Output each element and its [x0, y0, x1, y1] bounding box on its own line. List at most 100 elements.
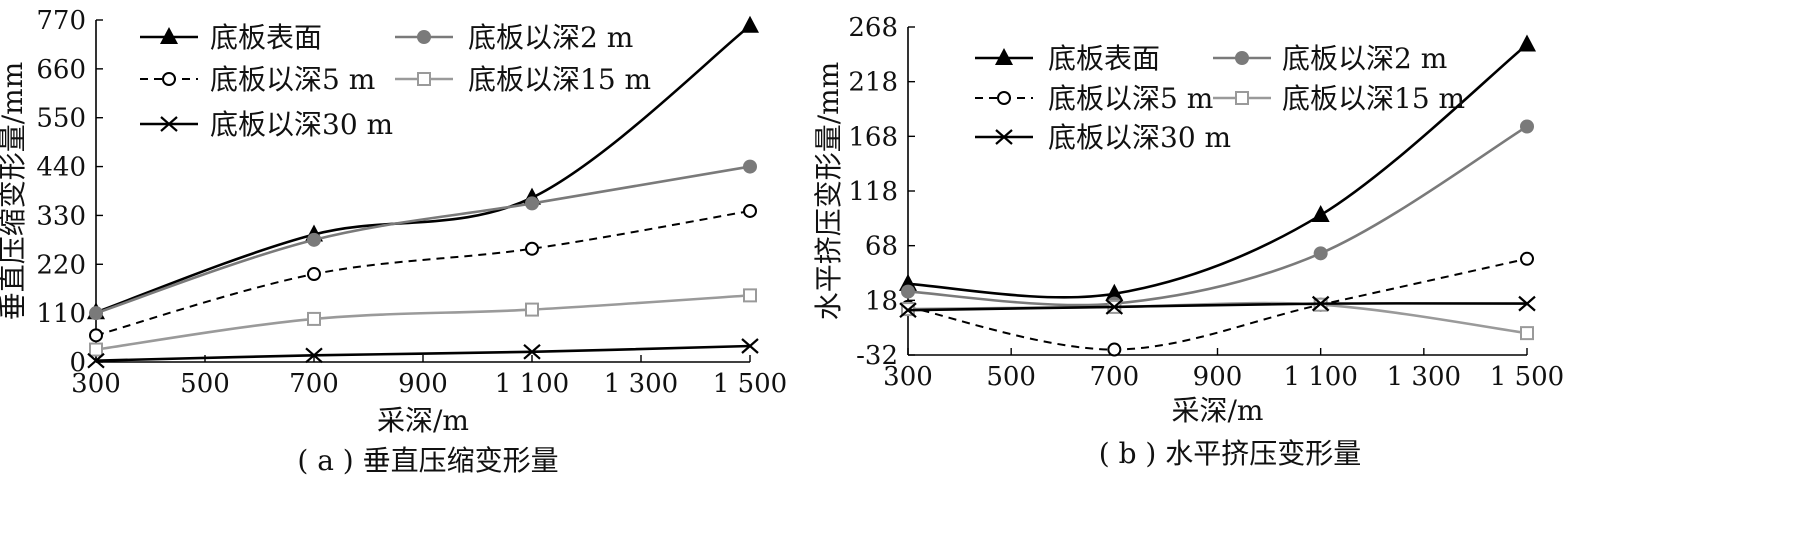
x-tick-label: 1 500	[1490, 362, 1564, 392]
x-tick-label: 300	[883, 362, 933, 392]
data-point	[743, 159, 757, 174]
data-point	[1311, 295, 1330, 312]
data-point	[899, 302, 917, 319]
data-point	[1107, 342, 1122, 357]
series-line	[95, 165, 751, 315]
data-point	[305, 347, 323, 364]
series-line	[907, 125, 1528, 307]
legend-entry: 底板表面	[140, 21, 322, 54]
data-point	[1311, 205, 1330, 223]
data-point	[525, 241, 539, 256]
legend-label: 底板以深15 m	[468, 63, 651, 96]
legend-marker	[1235, 91, 1249, 105]
legend-entry: 底板以深5 m	[975, 82, 1213, 115]
y-tick-label: 268	[848, 13, 898, 43]
x-tick-label: 1 500	[713, 369, 787, 399]
series-底板以深15m	[89, 288, 757, 357]
x-tick-label: 500	[180, 369, 230, 399]
y-tick-label: 660	[36, 55, 86, 85]
data-point	[1518, 295, 1536, 312]
legend-label: 底板以深2 m	[468, 21, 633, 54]
series-line	[95, 344, 751, 362]
chart-vertical-compression: 0 110 220 330 440 550 660 770 300 500 700 900 1 100 1…	[0, 6, 787, 477]
y-axis-label: 垂直压缩变形量/mm	[0, 62, 29, 321]
data-point	[525, 196, 539, 211]
data-point	[1520, 119, 1534, 134]
legend-entry: 底板以深30 m	[140, 108, 393, 141]
y-tick-label: 68	[865, 232, 898, 262]
legend-marker	[1235, 51, 1249, 65]
legend-entry: 底板以深5 m	[140, 63, 375, 96]
y-tick-label: 220	[36, 250, 86, 280]
y-tick-label: 18	[865, 286, 898, 316]
legend-label: 底板表面	[210, 21, 322, 54]
series-底板以深30m	[899, 295, 1536, 319]
legend-label: 底板以深2 m	[1282, 42, 1447, 75]
legend-marker	[417, 30, 431, 44]
chart-horizontal-extrusion: -32 18 68 118 168 218 268 300 500 700 900 1 100 1 30…	[812, 13, 1564, 470]
data-point	[307, 232, 321, 247]
legend-entry: 底板以深2 m	[1213, 42, 1447, 75]
legend-entry: 底板以深30 m	[975, 121, 1231, 154]
series-底板以深30m	[87, 338, 759, 369]
x-tick-label: 900	[1193, 362, 1243, 392]
y-tick-label: 550	[36, 104, 86, 134]
legend-marker	[162, 72, 176, 86]
data-point	[89, 306, 103, 321]
x-tick-label: 900	[398, 369, 448, 399]
x-tick-label: 1 300	[604, 369, 678, 399]
data-point	[1520, 326, 1534, 341]
y-tick-label: 440	[36, 153, 86, 183]
series-底板表面	[899, 34, 1536, 301]
legend-marker	[160, 116, 178, 132]
legend-entry: 底板表面	[975, 42, 1160, 75]
legend-marker	[160, 27, 178, 44]
series-line	[95, 210, 751, 337]
y-tick-label: 118	[848, 177, 898, 207]
data-point	[307, 267, 321, 282]
y-tick-label: 168	[848, 122, 898, 152]
x-tick-label: 300	[71, 369, 121, 399]
y-tick-label: -32	[856, 341, 898, 371]
legend-label: 底板以深30 m	[210, 108, 393, 141]
x-axis-label: 采深/m	[377, 404, 469, 437]
data-point	[1105, 299, 1124, 315]
x-tick-label: 1 300	[1387, 362, 1461, 392]
data-point	[89, 342, 103, 357]
data-point	[741, 15, 759, 33]
x-tick-label: 700	[1090, 362, 1140, 392]
series-line	[95, 294, 751, 351]
data-point	[743, 203, 757, 218]
chart-caption: ( b ) 水平挤压变形量	[1099, 437, 1361, 470]
x-axis-label: 采深/m	[1172, 394, 1264, 427]
legend-marker	[417, 72, 431, 86]
legend-label: 底板以深5 m	[210, 63, 375, 96]
data-point	[523, 343, 541, 360]
x-tick-label: 1 100	[1283, 362, 1357, 392]
legend-marker	[995, 129, 1013, 145]
x-tick-label: 500	[986, 362, 1036, 392]
legend-label: 底板表面	[1048, 42, 1160, 75]
series-底板以深5m	[89, 203, 757, 343]
legend-entry: 底板以深15 m	[395, 63, 651, 96]
y-tick-label: 110	[36, 299, 86, 329]
y-tick-label: 770	[36, 6, 86, 36]
data-point	[525, 302, 539, 317]
y-tick-label: 218	[848, 68, 898, 98]
legend-label: 底板以深5 m	[1048, 82, 1213, 115]
x-tick-label: 1 100	[495, 369, 569, 399]
data-point	[307, 311, 321, 326]
legend-entry: 底板以深15 m	[1213, 82, 1465, 115]
data-point	[1518, 34, 1536, 52]
chart-caption: ( a ) 垂直压缩变形量	[297, 444, 558, 477]
data-point	[89, 328, 103, 343]
data-point	[1520, 251, 1534, 266]
data-point	[87, 352, 105, 369]
legend-label: 底板以深30 m	[1048, 121, 1231, 154]
x-tick-label: 700	[289, 369, 339, 399]
legend-marker	[997, 91, 1011, 105]
data-point	[901, 284, 915, 299]
y-tick-label: 0	[69, 348, 86, 378]
series-底板表面	[87, 15, 759, 320]
